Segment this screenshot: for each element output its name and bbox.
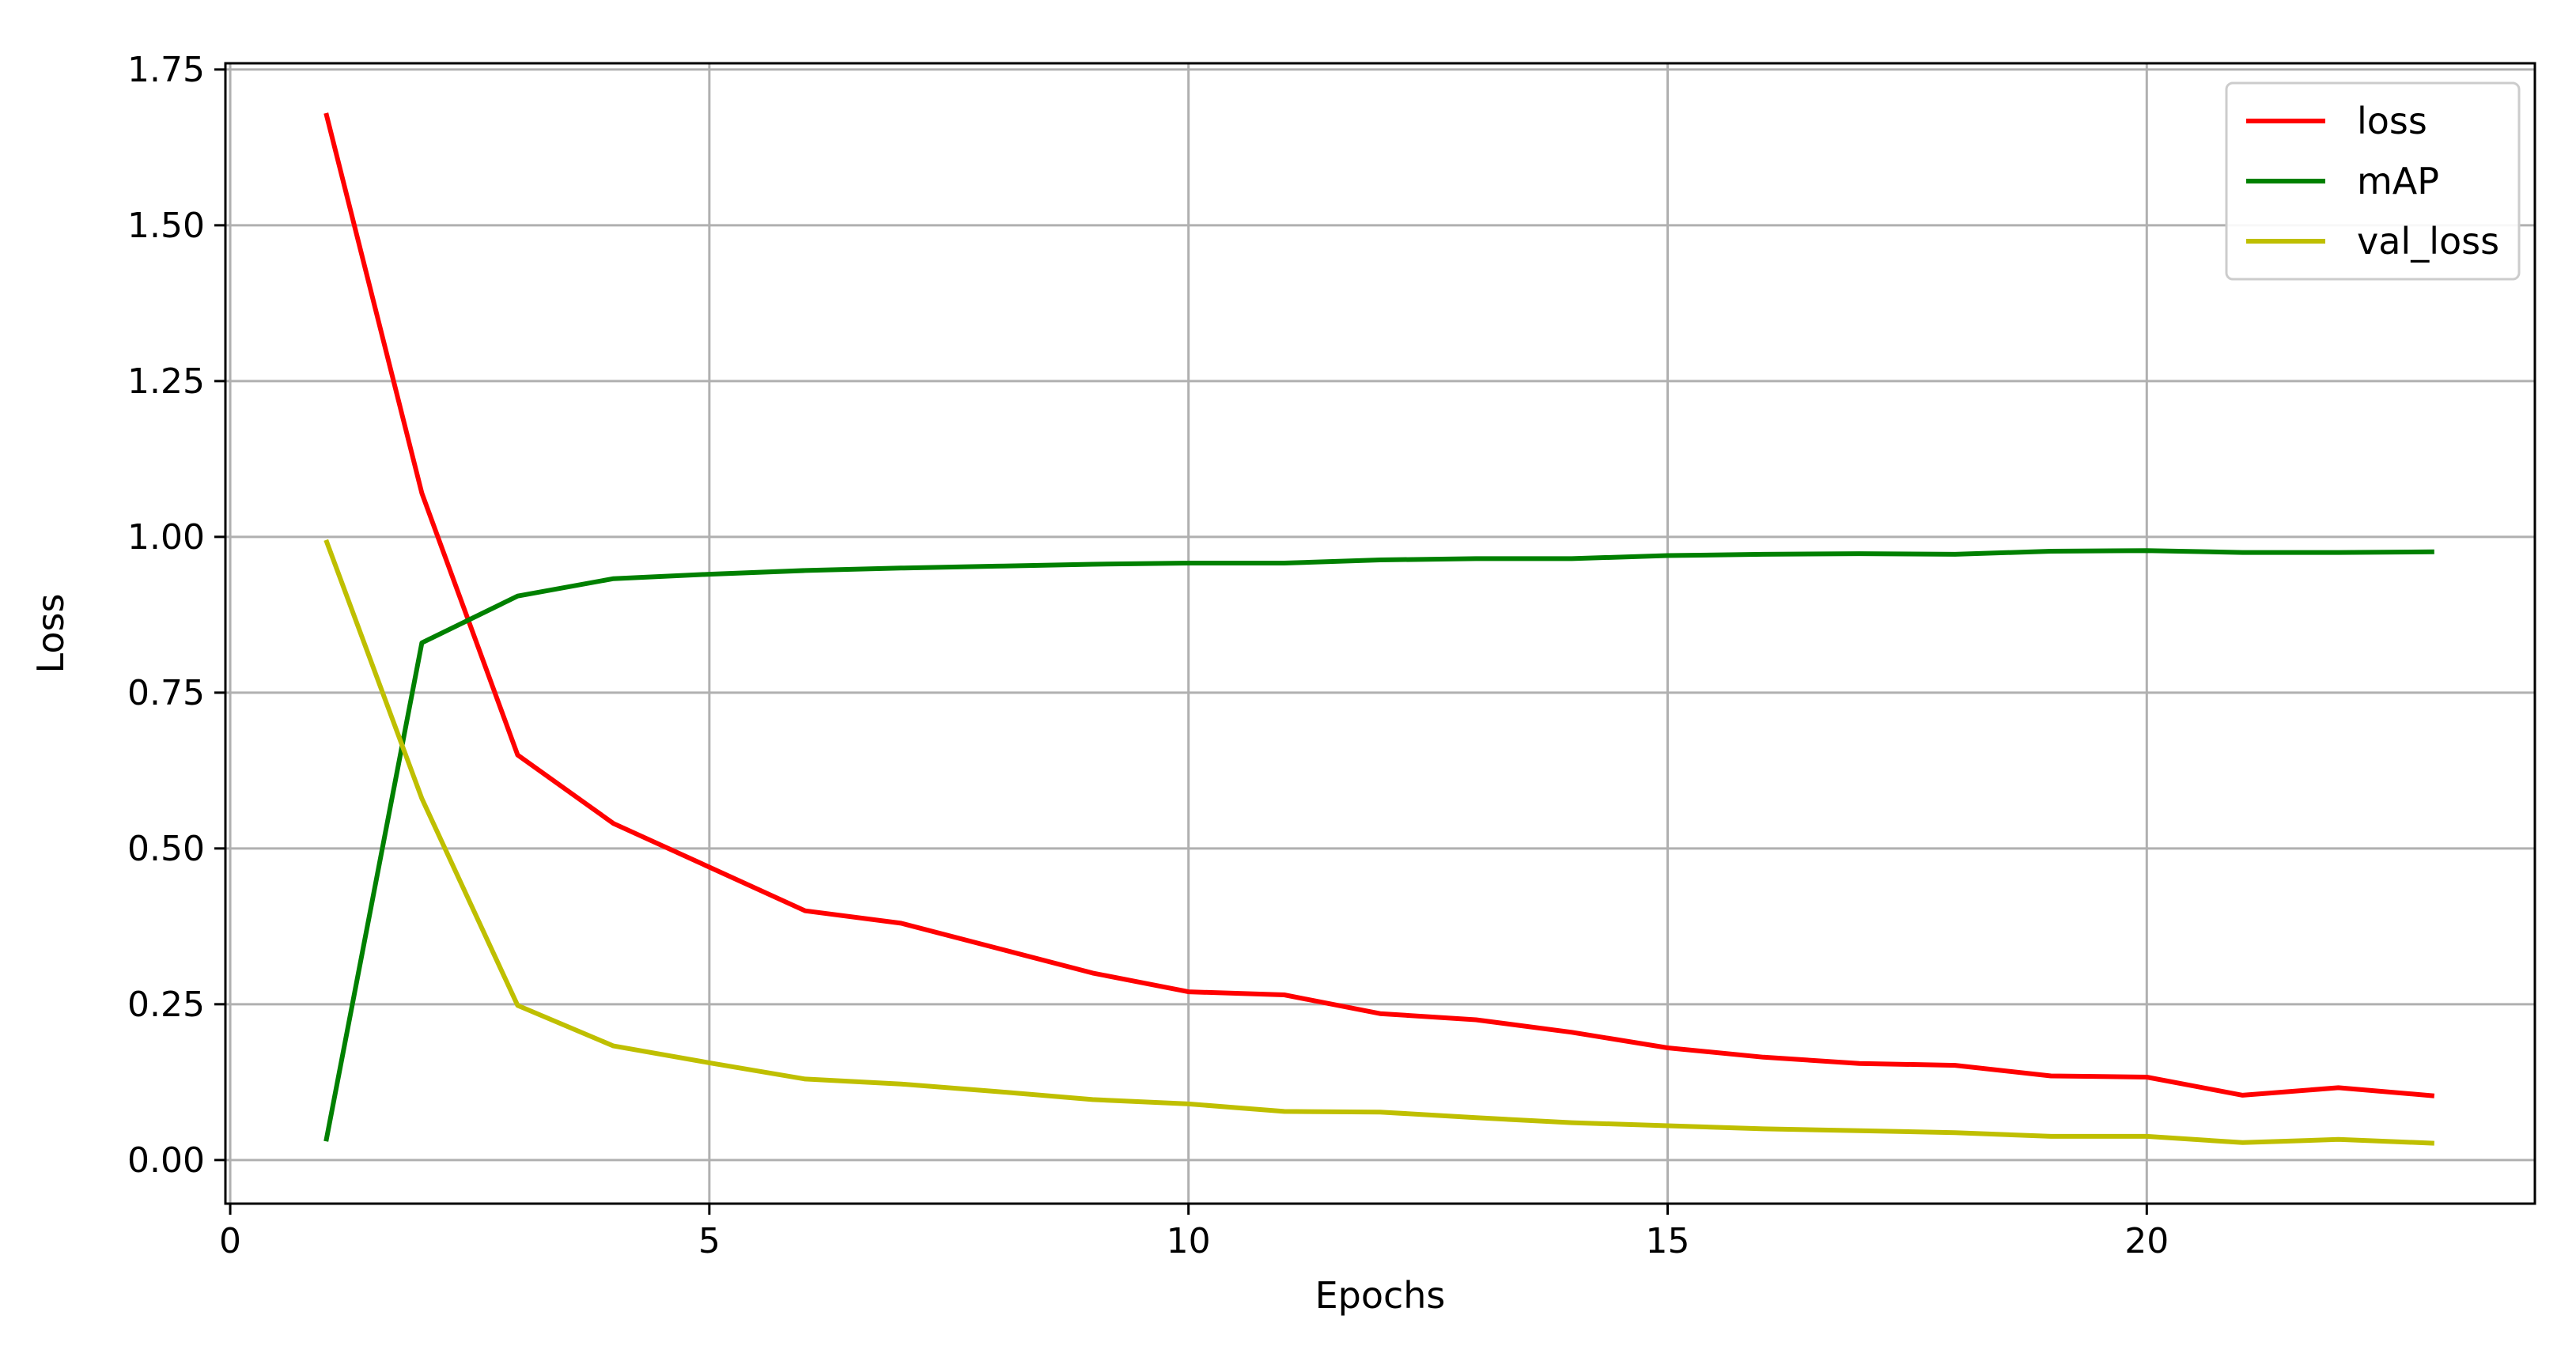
x-axis-label: Epochs: [1315, 1274, 1446, 1317]
y-tick-label: 0.50: [127, 829, 205, 869]
y-tick-label: 1.50: [127, 206, 205, 246]
x-tick-label: 20: [2124, 1221, 2169, 1261]
y-tick-label: 1.00: [127, 517, 205, 558]
series-lines: [323, 112, 2435, 1146]
x-tick-label: 15: [1645, 1221, 1689, 1261]
x-tick-label: 5: [698, 1221, 721, 1261]
series-line-val-loss: [323, 539, 2434, 1146]
series-line-mAP: [323, 548, 2434, 1142]
x-tick-label: 10: [1167, 1221, 1211, 1261]
y-tick-label: 0.00: [127, 1140, 205, 1181]
y-tick-label: 0.75: [127, 673, 205, 713]
legend: loss mAP val_loss: [2225, 81, 2521, 281]
axis-ticks: 0 5 10 15 20 0.00 0.25 0.50 0.75 1.00 1.25 1.50 1.75: [127, 50, 2169, 1261]
y-axis-label: Loss: [29, 594, 72, 674]
legend-box: [2225, 81, 2521, 281]
legend-label-mAP: mAP: [2357, 160, 2439, 202]
legend-label-loss: loss: [2357, 100, 2427, 142]
grid-lines: [225, 63, 2535, 1204]
x-tick-label: 0: [219, 1221, 241, 1261]
y-tick-label: 1.25: [127, 361, 205, 402]
plot-frame: [224, 62, 2536, 1205]
series-line-loss: [323, 112, 2435, 1098]
y-tick-label: 0.25: [127, 985, 205, 1025]
y-tick-label: 1.75: [127, 50, 205, 90]
legend-label-val-loss: val_loss: [2357, 220, 2499, 263]
